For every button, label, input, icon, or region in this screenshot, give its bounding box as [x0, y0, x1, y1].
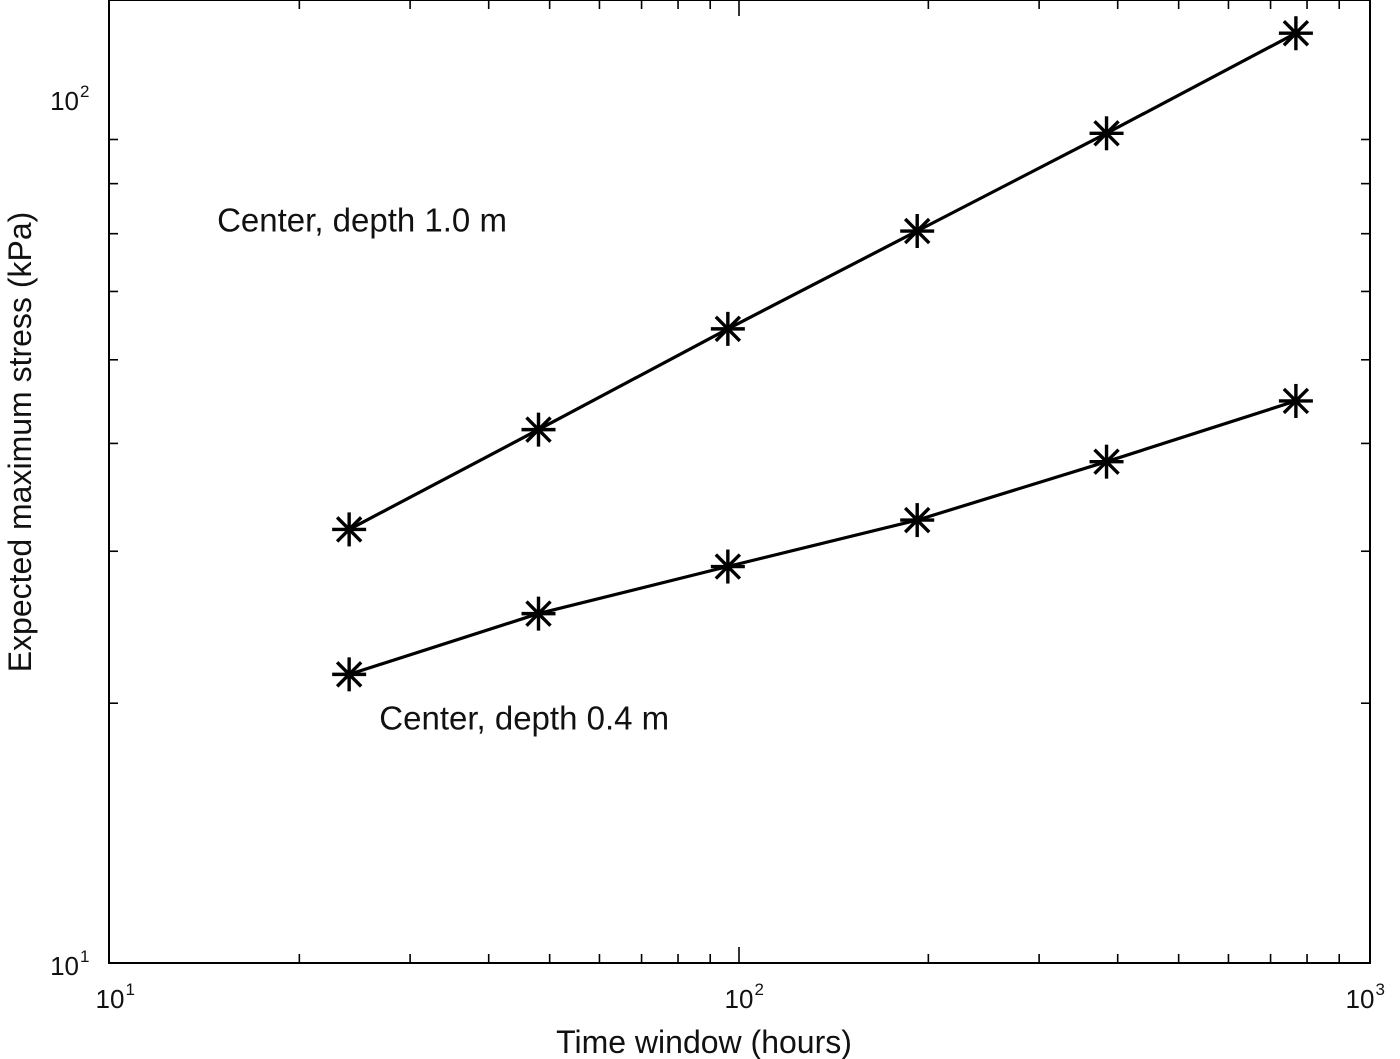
- x-tick-label-base: 10: [96, 984, 125, 1014]
- series-line-1: [348, 31, 1297, 531]
- x-tick-label-base: 10: [1346, 984, 1375, 1014]
- series-layer: [332, 16, 1313, 692]
- x-tick-label: 10 2: [725, 980, 764, 1014]
- x-tick-label: 10 3: [1346, 980, 1385, 1014]
- data-point: [710, 311, 745, 346]
- y-tick-label: 10 1: [50, 947, 89, 981]
- y-tick-label: 10 2: [50, 82, 89, 116]
- data-point: [900, 214, 935, 249]
- plot-frame: [108, 0, 1371, 964]
- data-point: [521, 596, 556, 631]
- axis-tick-labels: 10 1 10 2 10 310 110 2: [50, 82, 1385, 1014]
- data-point: [1278, 16, 1313, 51]
- data-point: [521, 412, 556, 447]
- data-point: [332, 512, 367, 547]
- annotation-layer: Center, depth 1.0 m Center, depth 0.4 m: [217, 202, 669, 737]
- data-point: [1089, 444, 1124, 479]
- y-axis-label: Expected maximum stress (kPa): [2, 212, 38, 673]
- x-tick-label-exp: 1: [126, 980, 135, 999]
- x-tick-label-exp: 3: [1376, 980, 1385, 999]
- y-tick-label-base: 10: [50, 86, 79, 116]
- data-point: [1089, 116, 1124, 151]
- x-tick-label-exp: 2: [755, 980, 764, 999]
- x-tick-label: 10 1: [96, 980, 135, 1014]
- data-point: [332, 657, 367, 692]
- data-point: [710, 549, 745, 584]
- data-point: [900, 503, 935, 538]
- y-tick-label-exp: 1: [80, 947, 89, 966]
- y-tick-label-exp: 2: [80, 82, 89, 101]
- axis-ticks: [109, 0, 1370, 963]
- x-tick-label-base: 10: [725, 984, 754, 1014]
- data-point: [1278, 383, 1313, 418]
- series-line-2: [348, 399, 1297, 676]
- series-annotation: Center, depth 1.0 m: [217, 202, 507, 239]
- series-annotation: Center, depth 0.4 m: [379, 700, 669, 737]
- y-tick-label-base: 10: [50, 951, 79, 981]
- x-axis-label: Time window (hours): [556, 1024, 852, 1059]
